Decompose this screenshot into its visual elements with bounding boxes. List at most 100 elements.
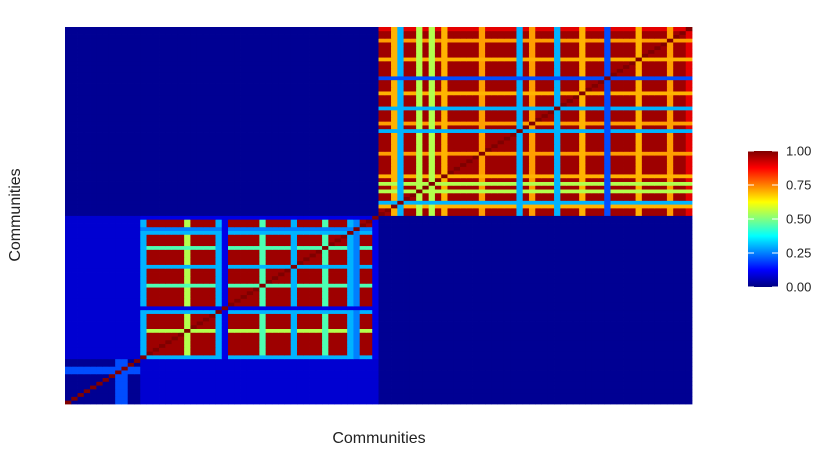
heatmap-cell bbox=[83, 275, 91, 280]
heatmap-cell bbox=[253, 234, 260, 239]
heatmap-cell bbox=[623, 343, 630, 348]
heatmap-cell bbox=[315, 332, 323, 337]
heatmap-cell bbox=[253, 362, 260, 367]
heatmap-cell bbox=[472, 328, 480, 333]
heatmap-cell bbox=[673, 328, 680, 333]
heatmap-cell bbox=[554, 347, 561, 352]
heatmap-cell bbox=[616, 381, 624, 386]
heatmap-cell bbox=[196, 321, 204, 326]
heatmap-cell bbox=[623, 317, 630, 322]
heatmap-cell bbox=[434, 354, 442, 360]
heatmap-cell bbox=[491, 377, 499, 382]
heatmap-cell bbox=[278, 392, 285, 397]
heatmap-cell bbox=[328, 321, 336, 326]
heatmap-cell bbox=[485, 373, 492, 379]
heatmap-cell bbox=[171, 313, 179, 318]
heatmap-cell bbox=[623, 358, 630, 363]
heatmap-cell bbox=[503, 321, 511, 326]
heatmap-cell bbox=[359, 256, 367, 262]
heatmap-cell bbox=[378, 317, 386, 322]
heatmap-cell bbox=[409, 268, 417, 273]
heatmap-cell bbox=[466, 324, 473, 329]
heatmap-cell bbox=[171, 351, 179, 356]
heatmap-cell bbox=[497, 234, 505, 239]
heatmap-cell bbox=[265, 294, 273, 299]
heatmap-cell bbox=[560, 396, 567, 401]
heatmap-cell bbox=[604, 362, 611, 367]
heatmap-cell bbox=[409, 219, 417, 224]
heatmap-cell bbox=[641, 305, 649, 311]
heatmap-cell bbox=[629, 256, 636, 262]
heatmap-cell bbox=[547, 215, 555, 220]
heatmap-cell bbox=[541, 245, 549, 250]
heatmap-cell bbox=[322, 339, 329, 345]
heatmap-cell bbox=[215, 317, 223, 322]
heatmap-cell bbox=[347, 264, 354, 269]
heatmap-cell bbox=[528, 332, 536, 337]
heatmap-cell bbox=[96, 249, 104, 254]
heatmap-cell bbox=[516, 339, 524, 345]
heatmap-cell bbox=[478, 358, 486, 363]
heatmap-cell bbox=[121, 272, 129, 277]
heatmap-cell bbox=[365, 343, 373, 348]
heatmap-cell bbox=[641, 298, 649, 303]
heatmap-cell bbox=[303, 309, 310, 314]
heatmap-cell bbox=[133, 298, 141, 303]
heatmap-cell bbox=[353, 396, 361, 401]
heatmap-cell bbox=[566, 354, 574, 360]
heatmap-cell bbox=[616, 253, 624, 258]
heatmap-cell bbox=[378, 268, 386, 273]
heatmap-cell bbox=[246, 272, 254, 277]
heatmap-cell bbox=[177, 336, 185, 341]
heatmap-cell bbox=[510, 373, 517, 379]
heatmap-cell bbox=[679, 392, 687, 397]
heatmap-cell bbox=[572, 268, 580, 273]
heatmap-cell bbox=[328, 272, 336, 277]
heatmap-cell bbox=[648, 317, 655, 322]
heatmap-cell bbox=[510, 321, 517, 326]
heatmap-cell bbox=[453, 264, 461, 269]
heatmap-cell bbox=[585, 260, 593, 265]
heatmap-cell bbox=[171, 343, 179, 348]
heatmap-cell bbox=[77, 351, 85, 356]
heatmap-cell bbox=[146, 279, 154, 284]
heatmap-cell bbox=[140, 238, 147, 243]
heatmap-cell bbox=[409, 264, 417, 269]
heatmap-cell bbox=[234, 287, 241, 292]
heatmap-cell bbox=[660, 324, 668, 329]
heatmap-cell bbox=[221, 215, 229, 220]
heatmap-cell bbox=[290, 234, 298, 239]
heatmap-cell bbox=[121, 241, 129, 247]
heatmap-cell bbox=[353, 324, 361, 329]
heatmap-cell bbox=[253, 373, 260, 379]
heatmap-cell bbox=[102, 253, 110, 258]
heatmap-cell bbox=[597, 392, 605, 397]
heatmap-cell bbox=[660, 287, 668, 292]
heatmap-cell bbox=[572, 238, 580, 243]
heatmap-cell bbox=[315, 354, 323, 360]
heatmap-cell bbox=[409, 309, 417, 314]
heatmap-cell bbox=[409, 215, 417, 220]
heatmap-cell bbox=[384, 223, 392, 228]
heatmap-cell bbox=[391, 226, 398, 231]
heatmap-cell bbox=[528, 392, 536, 397]
heatmap-cell bbox=[196, 245, 204, 250]
heatmap-cell bbox=[428, 351, 436, 356]
heatmap-cell bbox=[77, 268, 85, 273]
heatmap-cell bbox=[322, 290, 329, 296]
heatmap-cell bbox=[685, 324, 693, 329]
heatmap-cell bbox=[253, 226, 260, 231]
heatmap-cell bbox=[202, 313, 210, 318]
heatmap-cell bbox=[572, 347, 580, 352]
heatmap-cell bbox=[184, 290, 191, 296]
heatmap-cell bbox=[397, 377, 404, 382]
heatmap-cell bbox=[215, 272, 223, 277]
heatmap-cell bbox=[616, 268, 624, 273]
heatmap-cell bbox=[416, 324, 423, 329]
heatmap-cell bbox=[654, 332, 662, 337]
heatmap-cell bbox=[666, 339, 674, 345]
heatmap-cell bbox=[108, 215, 116, 220]
heatmap-cell bbox=[83, 377, 91, 382]
heatmap-cell bbox=[365, 230, 373, 235]
heatmap-cell bbox=[485, 245, 492, 250]
